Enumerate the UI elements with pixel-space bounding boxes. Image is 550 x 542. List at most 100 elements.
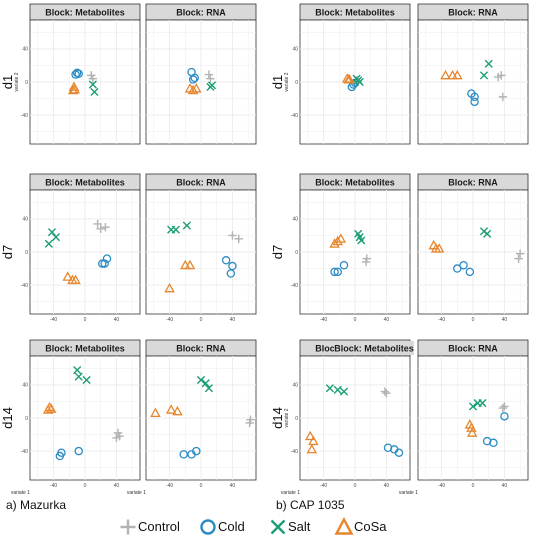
panel-title: Block: Metabolites <box>45 344 125 354</box>
overlay-strip-bg <box>334 341 414 355</box>
legend-label-cosa: CoSa <box>354 519 387 534</box>
point-control <box>515 249 525 258</box>
point-cold <box>57 448 66 457</box>
series-control <box>245 415 255 428</box>
point-salt <box>90 87 99 97</box>
point-control <box>514 254 523 263</box>
point-salt <box>44 239 53 248</box>
point-control <box>497 71 506 80</box>
x-tick-label: 0 <box>84 483 87 489</box>
legend: Control Cold Salt CoSa <box>120 516 387 535</box>
point-cosa <box>433 243 445 253</box>
y-tick-label: -40 <box>291 113 298 119</box>
series-salt <box>479 59 493 80</box>
point-cold <box>330 267 339 277</box>
series-cosa <box>150 404 183 418</box>
panel-title: Block: Metabolites <box>45 8 125 18</box>
point-cosa <box>440 69 451 80</box>
point-control <box>382 389 391 398</box>
point-cold <box>74 446 83 456</box>
point-cosa <box>187 84 199 95</box>
point-cosa <box>165 404 177 414</box>
point-cosa <box>70 274 81 285</box>
point-cold <box>192 446 201 456</box>
x-tick-label: 40 <box>384 317 390 323</box>
series-cosa <box>62 271 81 285</box>
series-cosa <box>304 430 319 454</box>
panel-cap1035-d14-rna: Block: RNA -40 0 40 variate 1 <box>399 339 529 496</box>
point-salt <box>355 77 364 87</box>
y-tick-label: 0 <box>25 416 28 422</box>
series-control <box>228 231 243 243</box>
x-tick-label: 0 <box>354 483 357 489</box>
point-salt <box>484 59 493 68</box>
panel-title: Block: Metabolites <box>315 178 395 188</box>
legend-item-cosa: CoSa <box>334 516 387 535</box>
point-salt <box>196 375 206 385</box>
x-tick-label: -40 <box>166 317 173 323</box>
series-cosa <box>464 419 478 437</box>
point-cosa <box>466 427 478 437</box>
point-salt <box>206 82 215 92</box>
overlay-strip: Block: Metabolites <box>334 341 414 355</box>
point-salt <box>325 384 334 393</box>
point-control <box>206 74 215 83</box>
point-cold <box>500 412 509 421</box>
x-tick-label: 0 <box>354 317 357 323</box>
x-tick-label: 40 <box>114 483 120 489</box>
series-cosa <box>440 69 463 80</box>
panel-title: Block: RNA <box>448 344 498 354</box>
y-tick-label: -40 <box>21 283 28 289</box>
x-tick-label: 40 <box>502 483 508 489</box>
point-cold <box>453 264 462 273</box>
point-control <box>498 92 508 102</box>
series-control <box>498 402 509 413</box>
series-control <box>87 71 98 83</box>
point-salt <box>357 236 366 245</box>
x-tick-label: -40 <box>320 483 327 489</box>
point-salt <box>73 365 82 375</box>
point-cold <box>226 269 236 278</box>
series-control <box>361 254 371 267</box>
point-control <box>112 433 121 443</box>
point-salt <box>333 385 342 394</box>
row-label-d14-mazurka: d14 <box>0 407 15 429</box>
row-label-d7-cap1035: d7 <box>270 245 285 259</box>
point-cold <box>394 448 404 457</box>
panel-title: Block: RNA <box>448 178 498 188</box>
y-tick-label: 0 <box>295 80 298 86</box>
overlay-strip-title: Block: Metabolites <box>334 344 414 354</box>
y-axis-label: variate 2 <box>284 72 290 91</box>
point-salt <box>204 384 213 393</box>
x-axis-label: variate 1 <box>11 490 30 496</box>
panel-cap1035-d7-rna: Block: RNA -40 0 40 <box>417 173 529 323</box>
y-tick-label: 40 <box>22 217 28 223</box>
x-tick-label: -40 <box>50 317 57 323</box>
point-cold <box>339 260 349 270</box>
point-cosa <box>344 74 355 84</box>
point-cosa <box>69 83 81 94</box>
point-cosa <box>191 83 202 93</box>
point-salt <box>182 221 191 230</box>
x-tick-label: 40 <box>384 483 390 489</box>
y-axis-label: variate 2 <box>284 408 290 427</box>
point-control <box>228 231 237 240</box>
x-axis-label: variate 1 <box>281 490 300 496</box>
series-salt <box>88 80 99 97</box>
point-control <box>361 257 371 267</box>
panel-cap1035-d7-metabolites: Block: Metabolites -40 0 40 -40 0 40 <box>291 173 411 323</box>
y-tick-label: 40 <box>292 383 298 389</box>
series-cosa <box>184 83 202 95</box>
point-salt <box>51 233 61 242</box>
series-cold <box>383 443 404 457</box>
series-cosa <box>67 81 81 95</box>
y-tick-label: -40 <box>21 449 28 455</box>
legend-item-salt: Salt <box>270 519 311 535</box>
point-cold <box>179 450 188 459</box>
legend-item-cold: Cold <box>200 519 245 535</box>
x-tick-label: 0 <box>200 483 203 489</box>
legend-item-control: Control <box>120 519 180 535</box>
series-cold <box>330 260 349 277</box>
panel-mazurka-d1-metabolites: Block: Metabolites -40 0 40 variate 2 <box>14 3 141 145</box>
